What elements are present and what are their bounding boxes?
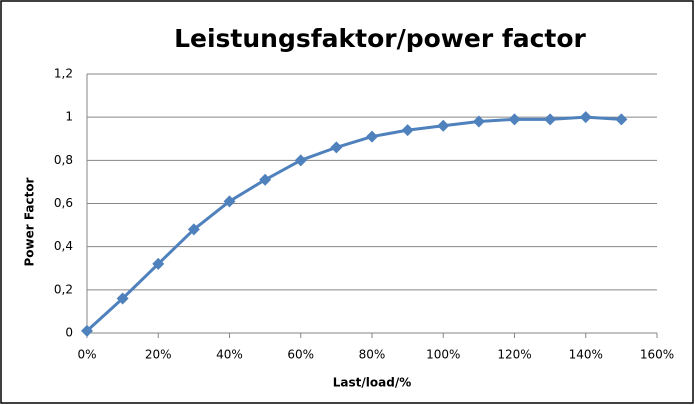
x-tick-label: 140% [569, 348, 603, 362]
series-line [85, 115, 622, 332]
point-marker [366, 130, 378, 143]
point-marker [544, 113, 557, 126]
point-marker [223, 195, 236, 208]
y-tick-label: 0,4 [54, 239, 73, 253]
point-marker [579, 111, 592, 124]
point-marker [401, 124, 414, 137]
x-axis-label: Last/load/% [333, 376, 411, 390]
y-axis-label: Power Factor [23, 177, 37, 266]
point-marker [437, 119, 450, 132]
x-tick-label: 80% [359, 348, 386, 362]
point-marker [294, 154, 307, 167]
y-tick-label: 0 [65, 326, 73, 340]
y-tick-label: 0,8 [54, 153, 73, 167]
x-tick-label: 160% [640, 348, 674, 362]
x-tick-label: 60% [287, 348, 314, 362]
x-tick-label: 0% [77, 348, 96, 362]
x-tick-label: 40% [216, 348, 243, 362]
point-marker [330, 141, 343, 154]
y-tick-label: 1 [65, 110, 73, 124]
point-marker [81, 324, 93, 337]
x-tick-label: 100% [426, 348, 460, 362]
y-tick-label: 0,6 [54, 196, 73, 210]
point-marker [116, 292, 129, 305]
y-tick-label: 1,2 [54, 67, 73, 81]
point-marker [615, 113, 628, 126]
point-marker [187, 223, 200, 236]
point-marker [508, 113, 521, 126]
y-tick-label: 0,2 [54, 282, 73, 296]
x-tick-label: 20% [145, 348, 172, 362]
chart-title: Leistungsfaktor/power factor [174, 24, 586, 53]
point-marker [472, 115, 485, 128]
point-marker [152, 257, 165, 270]
x-tick-label: 120% [497, 348, 531, 362]
point-marker [259, 173, 272, 186]
